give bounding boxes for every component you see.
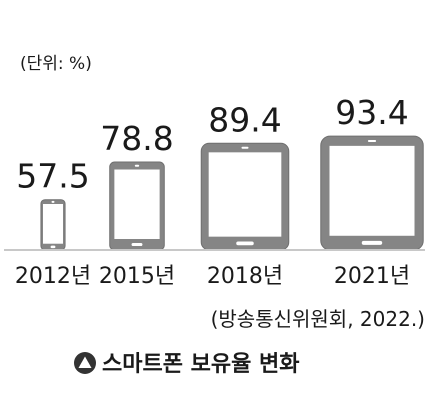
home-button — [361, 240, 383, 245]
category-labels: 2012년 2015년 2018년 2021년 — [15, 264, 410, 289]
phone-screen — [114, 169, 160, 240]
source-note: (방송통신위원회, 2022.) — [211, 307, 425, 331]
value-label: 57.5 — [16, 157, 89, 196]
smartphone-icon — [320, 135, 424, 251]
home-button — [50, 245, 56, 249]
category-label: 2012년 — [15, 264, 91, 289]
value-label: 78.8 — [100, 119, 173, 158]
caption: 스마트폰 보유율 변화 — [74, 352, 299, 377]
value-label: 89.4 — [208, 100, 281, 139]
triangle-in-circle-icon — [74, 352, 96, 374]
phone-screen — [208, 152, 282, 237]
unit-note: (단위: %) — [20, 54, 92, 74]
smartphone-icon — [109, 161, 165, 251]
category-label: 2021년 — [334, 264, 410, 289]
home-button — [236, 241, 254, 246]
smartphone-icon — [200, 142, 290, 251]
home-button — [131, 242, 143, 247]
speaker-slot — [134, 164, 140, 167]
category-label: 2018년 — [207, 264, 283, 289]
caption-text: 스마트폰 보유율 변화 — [102, 352, 299, 377]
value-label: 93.4 — [335, 93, 408, 132]
phone-screen — [329, 145, 415, 236]
bars: 57.5 78.8 89.4 93.4 — [16, 93, 424, 251]
phone-screen — [42, 203, 64, 244]
smartphone-icon — [40, 199, 66, 251]
speaker-slot — [241, 146, 249, 149]
category-label: 2015년 — [99, 264, 175, 289]
speaker-slot — [367, 140, 377, 143]
speaker-slot — [51, 200, 55, 203]
